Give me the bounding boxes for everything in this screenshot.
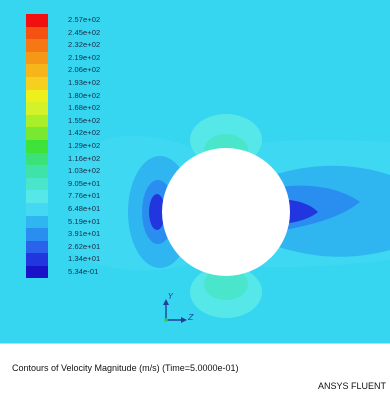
caption-bar: Contours of Velocity Magnitude (m/s) (Ti… [0,343,390,399]
legend-label: 3.91e+01 [68,229,101,239]
legend-swatch [26,76,48,90]
axis-triad: Y Z [158,292,198,326]
legend-label: 2.45e+02 [68,27,101,37]
brand-label: ANSYS FLUENT [318,381,387,391]
legend-label: 1.80e+02 [68,90,101,100]
legend-label: 7.76e+01 [68,191,101,201]
legend-swatch [26,253,48,266]
legend-label: 1.29e+02 [68,140,101,150]
legend-swatch [26,265,48,279]
contour-viewport[interactable]: 2.57e+02 2.45e+02 2.32e+02 2.19e+02 2.06e+02… [0,0,390,343]
legend-label: 2.32e+02 [68,40,101,50]
legend-swatch [26,127,48,140]
legend-swatch [26,26,48,40]
legend-swatch [26,240,48,254]
legend-label: 5.34e-01 [68,266,99,276]
legend-label: 1.16e+02 [68,153,101,163]
legend-label: 6.48e+01 [68,203,101,213]
upstream-band-3 [149,194,165,230]
legend-label: 9.05e+01 [68,178,101,188]
plot-caption: Contours of Velocity Magnitude (m/s) (Ti… [12,363,239,373]
legend-swatch [26,64,48,77]
y-axis-label: Y [168,292,173,301]
legend-label: 1.42e+02 [68,128,101,138]
legend-swatch [26,89,48,103]
legend-label: 2.06e+02 [68,65,101,75]
cylinder [162,148,290,276]
legend-label: 2.19e+02 [68,52,101,62]
legend-swatch [26,139,48,153]
legend-label: 1.55e+02 [68,115,101,125]
legend-swatch [26,202,48,216]
legend-swatch [26,114,48,128]
legend-label: 1.93e+02 [68,77,101,87]
z-axis-label: Z [188,313,194,322]
legend-label: 1.68e+02 [68,103,101,113]
legend-label: 2.57e+02 [68,15,101,24]
legend-swatch [26,152,48,166]
legend-swatch [26,165,48,178]
legend-swatch [26,14,48,27]
legend-swatch [26,102,48,115]
legend-label: 1.03e+02 [68,166,101,176]
legend-swatch [26,39,48,52]
legend-swatch [26,190,48,203]
legend-swatch [26,177,48,191]
axis-triad-icon [163,299,187,323]
legend-swatch [26,51,48,65]
legend-swatch [26,228,48,241]
legend-label: 5.19e+01 [68,216,101,226]
legend-swatch [26,215,48,229]
velocity-contour-field [128,114,390,318]
legend-label: 1.34e+01 [68,254,101,264]
bottom-accel-core [204,268,248,300]
legend-label: 2.62e+01 [68,241,101,251]
